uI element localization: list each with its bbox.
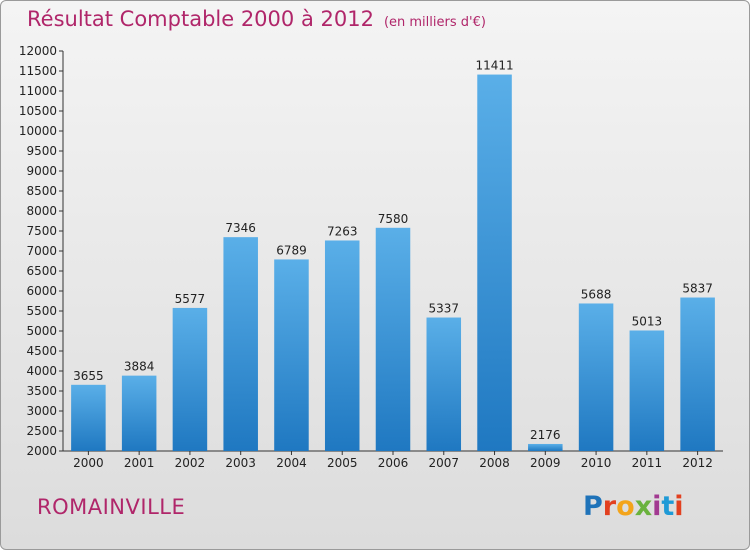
bar-value-label: 3884 xyxy=(124,360,155,374)
y-tick-label: 2000 xyxy=(26,444,57,458)
y-tick-label: 9000 xyxy=(26,164,57,178)
logo-letter-i-2: i xyxy=(674,491,684,522)
x-tick-label: 2012 xyxy=(682,456,713,470)
y-tick-label: 2500 xyxy=(26,424,57,438)
y-tick-label: 8000 xyxy=(26,204,57,218)
x-tick-label: 2011 xyxy=(632,456,663,470)
y-tick-label: 11500 xyxy=(19,64,57,78)
logo-letter-i: i xyxy=(652,491,662,522)
y-tick-label: 10000 xyxy=(19,124,57,138)
x-tick-label: 2002 xyxy=(175,456,206,470)
x-tick-label: 2001 xyxy=(124,456,155,470)
bar xyxy=(71,384,106,451)
chart-title-text: Résultat Comptable 2000 à 2012 xyxy=(27,7,374,31)
logo-letter-p: P xyxy=(583,491,603,522)
x-tick-label: 2003 xyxy=(225,456,256,470)
logo-letter-o: o xyxy=(616,491,635,522)
bar-value-label: 7263 xyxy=(327,224,358,238)
bar xyxy=(578,303,614,451)
bar xyxy=(426,317,462,451)
x-tick-label: 2008 xyxy=(479,456,510,470)
y-tick-label: 10500 xyxy=(19,104,57,118)
bar-value-label: 5577 xyxy=(175,292,206,306)
x-tick-label: 2000 xyxy=(73,456,104,470)
bar-value-label: 5013 xyxy=(632,314,663,328)
bar-value-label: 5337 xyxy=(428,302,459,316)
logo-letter-r: r xyxy=(602,491,617,522)
y-tick-label: 3500 xyxy=(26,384,57,398)
x-tick-label: 2007 xyxy=(428,456,459,470)
chart-bars: 3655 3884 5577 7346 6789 7263 7580 5337 11411 217… xyxy=(71,59,715,451)
bar xyxy=(324,240,360,451)
bar xyxy=(375,227,411,451)
logo-letter-x: x xyxy=(634,491,653,522)
x-tick-label: 2010 xyxy=(581,456,612,470)
chart-title: Résultat Comptable 2000 à 2012 (en millie… xyxy=(27,7,486,31)
y-tick-label: 3000 xyxy=(26,404,57,418)
bar xyxy=(172,307,208,451)
bar xyxy=(528,443,563,451)
x-tick-label: 2009 xyxy=(530,456,561,470)
bar xyxy=(274,259,309,451)
x-tick-label: 2006 xyxy=(378,456,409,470)
x-tick-label: 2005 xyxy=(327,456,358,470)
proxiti-logo: Proxiti xyxy=(583,491,684,522)
bar-value-label: 2176 xyxy=(530,428,561,442)
x-tick-label: 2004 xyxy=(276,456,307,470)
y-tick-label: 7000 xyxy=(26,244,57,258)
y-tick-label: 5500 xyxy=(26,304,57,318)
bar xyxy=(477,74,512,451)
city-name: ROMAINVILLE xyxy=(37,495,186,519)
y-tick-label: 6000 xyxy=(26,284,57,298)
y-tick-label: 5000 xyxy=(26,324,57,338)
bar xyxy=(223,237,258,451)
bar-value-label: 5837 xyxy=(682,282,713,296)
y-tick-label: 8500 xyxy=(26,184,57,198)
y-tick-label: 12000 xyxy=(19,44,57,58)
chart-subtitle: (en milliers d'€) xyxy=(383,15,486,30)
y-tick-label: 11000 xyxy=(19,84,57,98)
bar xyxy=(680,297,715,451)
bar xyxy=(121,375,157,451)
y-tick-label: 9500 xyxy=(26,144,57,158)
bar-value-label: 7580 xyxy=(378,212,409,226)
chart-axes: 2000 2500 3000 3500 4000 4500 5000 5500 6000 6500… xyxy=(19,44,723,470)
y-tick-label: 6500 xyxy=(26,264,57,278)
y-tick-label: 4500 xyxy=(26,344,57,358)
y-tick-label: 4000 xyxy=(26,364,57,378)
bar xyxy=(629,330,665,451)
bar-value-label: 11411 xyxy=(475,59,513,73)
y-tick-label: 7500 xyxy=(26,224,57,238)
bar-value-label: 7346 xyxy=(225,221,256,235)
bar-value-label: 5688 xyxy=(581,287,612,301)
logo-letter-t: t xyxy=(661,491,675,522)
bar-value-label: 6789 xyxy=(276,243,307,257)
bar-value-label: 3655 xyxy=(73,369,104,383)
